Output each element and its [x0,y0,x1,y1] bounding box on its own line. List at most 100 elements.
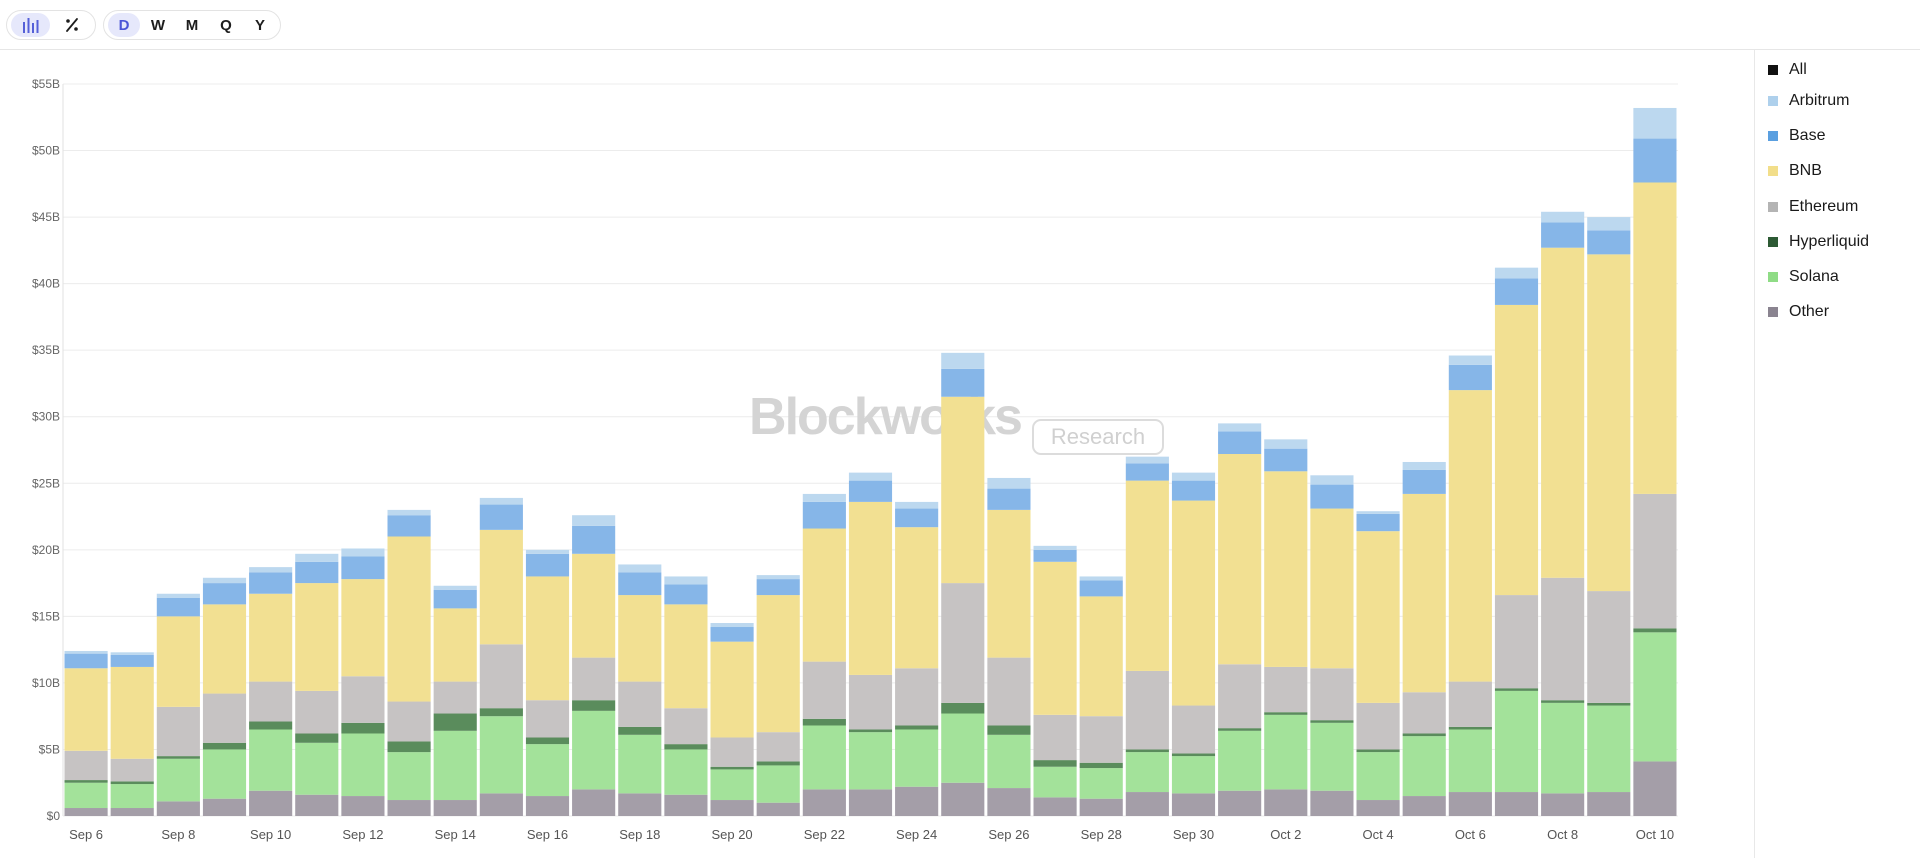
period-year-button[interactable]: Y [254,16,265,34]
bar-stack[interactable] [710,623,754,816]
bar-stack[interactable] [249,567,293,816]
bar-stack[interactable] [1402,461,1446,816]
bar-segment-arbitrum [525,549,570,554]
bar-stack[interactable] [295,553,339,816]
bar-segment-hyperliquid [387,741,431,753]
bar-segment-other [64,808,108,816]
bar-stack[interactable] [1125,456,1169,816]
bar-segment-solana [1310,722,1354,791]
bar-stack[interactable] [479,497,523,816]
bar-segment-bnb [1310,508,1354,669]
legend-item-all[interactable]: All [1768,48,1869,83]
bar-segment-bnb [341,579,385,677]
bar-segment-bnb [249,593,293,682]
bar-segment-base [1033,549,1077,562]
stacked-bar-chart: Blockworks Research $0$5B$10B$15B$20B$25… [32,77,1678,842]
legend-item-ethereum[interactable]: Ethereum [1768,181,1869,224]
bar-stack[interactable] [572,515,616,816]
bar-stack[interactable] [1264,439,1308,816]
bar-stack[interactable] [802,493,846,816]
bar-segment-ethereum [387,701,431,742]
bar-stack[interactable] [664,576,708,816]
bar-stack[interactable] [1356,511,1400,816]
bar-segment-base [756,579,800,596]
bar-segment-arbitrum [1264,439,1308,449]
bar-stack[interactable] [941,352,985,816]
bar-segment-arbitrum [295,553,339,562]
bar-stack[interactable] [1310,475,1354,816]
bar-stack[interactable] [1494,267,1539,816]
bar-segment-arbitrum [710,623,754,628]
bar-stack[interactable] [110,652,154,816]
x-tick-label: Sep 6 [69,827,103,842]
watermark-badge: Research [1051,424,1145,449]
bar-stack[interactable] [202,577,247,816]
bar-segment-ethereum [710,737,754,767]
bar-chart-icon [22,18,38,33]
bar-stack[interactable] [1218,423,1262,816]
y-tick-label: $40B [32,277,60,291]
bar-stack[interactable] [1448,355,1492,816]
bar-segment-base [295,561,339,584]
chart-bars [64,107,1677,816]
bar-stack[interactable] [433,585,477,816]
bar-segment-hyperliquid [802,718,846,726]
bar-stack[interactable] [341,548,385,816]
bar-segment-arbitrum [572,515,616,526]
legend-item-arbitrum[interactable]: Arbitrum [1768,75,1869,118]
bar-segment-solana [1494,690,1539,793]
bar-segment-hyperliquid [1171,753,1216,757]
bar-segment-other [110,808,154,816]
legend-item-other[interactable]: Other [1768,287,1869,330]
legend-label: Solana [1789,268,1839,286]
bar-stack[interactable] [987,477,1031,816]
legend-item-solana[interactable]: Solana [1768,251,1869,294]
bar-stack[interactable] [848,472,893,816]
percent-mode-button[interactable] [52,13,91,37]
legend-item-hyperliquid[interactable]: Hyperliquid [1768,216,1869,259]
bar-stack[interactable] [756,575,800,816]
bar-stack[interactable] [1079,576,1123,816]
legend-item-bnb[interactable]: BNB [1768,146,1869,189]
bar-stack[interactable] [525,549,570,816]
period-week-button[interactable]: W [150,16,166,34]
y-tick-label: $35B [32,343,60,357]
bar-stack[interactable] [1171,472,1216,816]
legend-label: Other [1789,303,1830,321]
bar-stack[interactable] [1587,217,1631,816]
bar-segment-hyperliquid [1264,712,1308,715]
bar-stack[interactable] [895,501,939,816]
bar-segment-solana [572,710,616,790]
period-quarter-button[interactable]: Q [220,16,232,34]
period-day-button[interactable]: D [108,13,140,37]
bar-stack[interactable] [387,509,431,816]
bar-stack[interactable] [1633,107,1677,816]
bar-stack[interactable] [64,650,108,816]
bar-stack[interactable] [1541,211,1585,816]
period-month-button[interactable]: M [185,16,199,34]
legend-item-base[interactable]: Base [1768,110,1869,153]
bar-chart-mode-button[interactable] [11,13,50,37]
bar-stack[interactable] [1033,545,1077,816]
bar-segment-solana [1633,632,1677,762]
bar-segment-ethereum [1587,591,1631,703]
bar-segment-other [1587,792,1631,816]
bar-segment-other [249,790,293,816]
x-tick-label: Oct 10 [1636,827,1674,842]
legend-divider [1754,50,1755,858]
bar-segment-arbitrum [387,509,431,516]
bar-segment-ethereum [525,700,570,738]
bar-stack[interactable] [618,564,662,816]
y-tick-label: $15B [32,609,60,623]
chart-mode-toggle [6,10,96,40]
bar-segment-solana [1171,756,1216,794]
bar-segment-bnb [895,527,939,669]
bar-segment-arbitrum [249,567,293,573]
bar-segment-solana [202,749,247,799]
bar-segment-other [202,798,247,816]
bar-segment-arbitrum [1541,211,1585,223]
bar-stack[interactable] [156,593,200,816]
bar-segment-hyperliquid [156,756,200,759]
bar-segment-bnb [572,553,616,658]
bar-segment-hyperliquid [64,780,108,783]
